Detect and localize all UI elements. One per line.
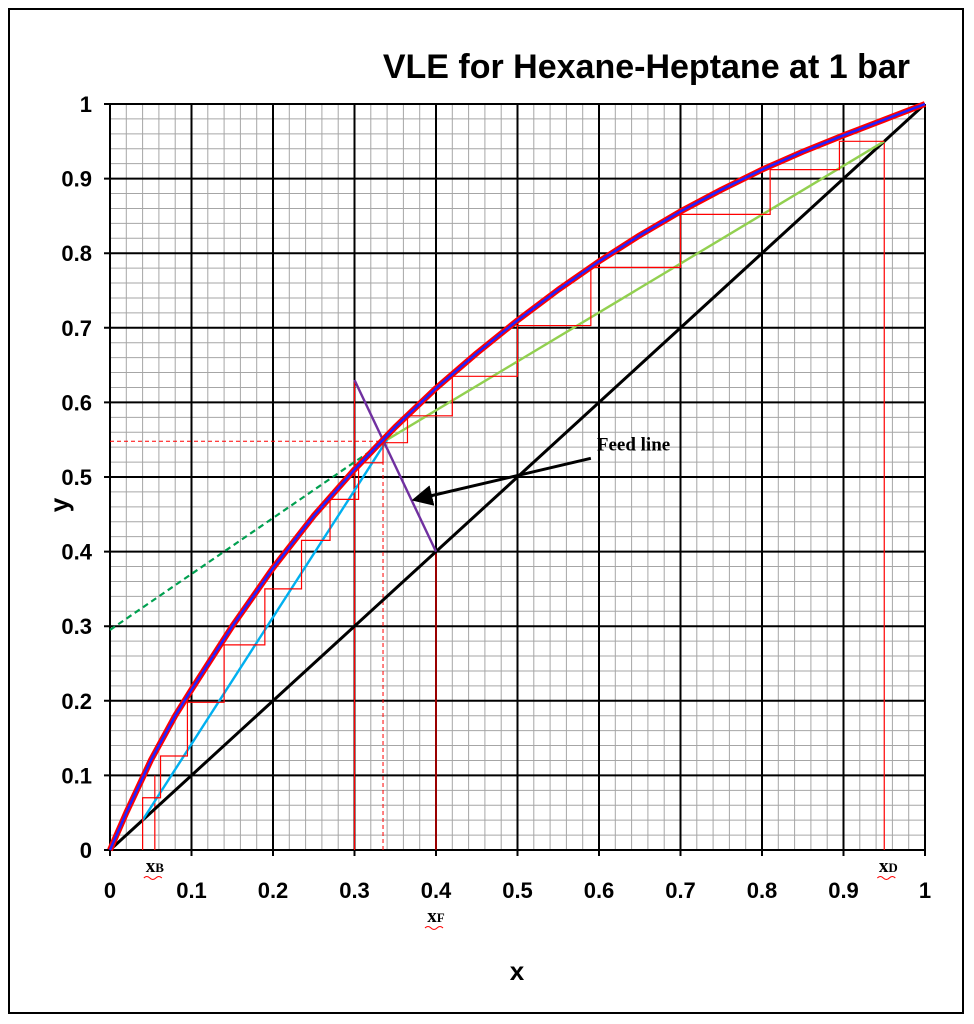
x-tick-label: 1 (919, 878, 931, 903)
feed-line-label: Feed line (597, 434, 670, 455)
x-tick-label: 0.9 (828, 878, 859, 903)
y-tick-label: 0.7 (61, 316, 92, 341)
x-tick-label: 0.3 (339, 878, 370, 903)
chart-title: VLE for Hexane-Heptane at 1 bar (383, 48, 910, 86)
x-tick-label: 0 (104, 878, 116, 903)
x-tick-label: 0.5 (502, 878, 533, 903)
x-bottoms-label-underline (143, 876, 163, 880)
x-tick-label: 0.2 (258, 878, 289, 903)
y-tick-label: 0 (80, 838, 92, 863)
x-tick-label: 0.8 (747, 878, 778, 903)
x-tick-labels: 0 0.1 0.2 0.3 0.4 0.5 0.6 0.7 0.8 0.9 1 (104, 878, 931, 903)
x-distillate-label: xD (879, 856, 898, 877)
y-tick-label: 0.1 (61, 763, 92, 788)
x-tick-label: 0.4 (421, 878, 452, 903)
x-bottoms-label: xB (146, 856, 165, 877)
feed-arrow (411, 456, 592, 506)
y-tick-label: 0.3 (61, 614, 92, 639)
stage-steps (142, 140, 885, 850)
y-tick-labels: 0 0.1 0.2 0.3 0.4 0.5 0.6 0.7 0.8 0.9 1 (61, 92, 92, 863)
x-tick-label: 0.7 (665, 878, 696, 903)
x-tick-label: 0.1 (176, 878, 207, 903)
y-axis-label: y (44, 497, 74, 512)
rectifying-extension-line (109, 438, 388, 631)
y-tick-label: 0.2 (61, 689, 92, 714)
x-axis-label: x (510, 956, 525, 986)
major-grid (104, 103, 926, 856)
y-tick-label: 0.6 (61, 390, 92, 415)
y-tick-label: 0.5 (61, 465, 92, 490)
x-distillate-label-underline (876, 876, 896, 880)
feed-line (353, 379, 438, 553)
y-tick-label: 0.9 (61, 167, 92, 192)
x-feed-label: xF (427, 906, 445, 927)
annotations: Feed line xB xD xF (143, 434, 898, 930)
chart-frame (8, 8, 964, 1014)
x-feed-label-underline (424, 926, 444, 930)
y-tick-label: 0.8 (61, 241, 92, 266)
y-tick-label: 1 (80, 92, 92, 117)
y-tick-label: 0.4 (61, 540, 92, 565)
equilibrium-curve (108, 102, 926, 851)
x-tick-label: 0.6 (584, 878, 615, 903)
rectifying-line (386, 140, 885, 441)
plot-lines (107, 101, 927, 852)
